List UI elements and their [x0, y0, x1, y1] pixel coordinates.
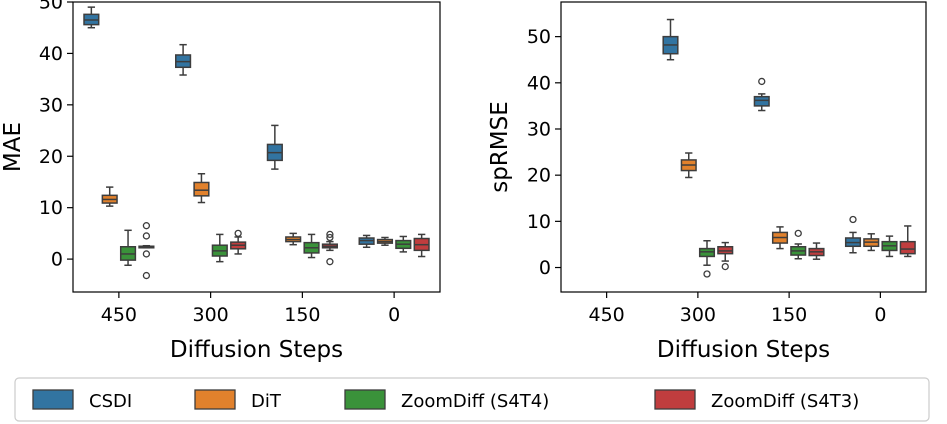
y-tick-label: 20: [39, 146, 63, 168]
box-body: [193, 181, 210, 197]
outlier-point: [142, 222, 151, 230]
mae-chart: 0 10 20 30 40 50 450 300 150 0 Diffusion Steps MAE: [0, 0, 441, 363]
outlier-point: [703, 270, 711, 278]
outlier-point: [326, 233, 334, 242]
legend-label-zoomdiff-s4t3: ZoomDiff (S4T3): [711, 391, 859, 412]
box-csdi-450: [83, 6, 100, 29]
x-tick-label: 300: [680, 304, 716, 326]
x-tick-label: 450: [101, 304, 137, 326]
outlier-point: [142, 250, 151, 258]
box-zoomdiff-s4t4-300: [698, 239, 716, 278]
legend-label-dit: DiT: [251, 391, 282, 412]
box-dit-0: [376, 236, 394, 246]
box-csdi-0: [844, 215, 862, 254]
y-tick-label: 20: [527, 165, 551, 187]
x-axis-label: Diffusion Steps: [170, 337, 343, 363]
y-tick-label: 50: [39, 0, 63, 14]
box-csdi-300: [662, 18, 679, 61]
x-tick-label: 150: [771, 304, 807, 326]
y-tick-label: 40: [39, 43, 63, 65]
legend-swatch-zoomdiff-s4t4: [344, 389, 386, 410]
box-zoomdiff-s4t4-150: [790, 229, 807, 260]
box-csdi-150: [753, 77, 770, 112]
x-tick-label: 0: [874, 304, 886, 326]
box-dit-150: [771, 226, 789, 250]
legend-label-zoomdiff-s4t4: ZoomDiff (S4T4): [401, 391, 549, 412]
y-tick-label: 10: [39, 197, 63, 219]
box-zoomdiff-s4t4-300: [211, 233, 228, 263]
y-tick-label: 0: [539, 257, 551, 279]
box-zoomdiff-s4t3-300: [230, 229, 247, 255]
box-zoomdiff-s4t3-300: [717, 241, 734, 271]
box-csdi-300: [175, 43, 192, 76]
legend-frame: [14, 377, 930, 422]
outlier-point: [326, 230, 334, 239]
box-body: [753, 95, 770, 107]
box-dit-300: [193, 172, 210, 204]
outlier-point: [794, 229, 802, 238]
y-tick-label: 0: [51, 249, 63, 271]
x-axis-label: Diffusion Steps: [657, 337, 830, 363]
plot-frame: [560, 1, 927, 293]
box-dit-450: [101, 186, 118, 207]
outlier-point: [721, 262, 729, 271]
y-tick-label: 30: [527, 118, 551, 140]
box-zoomdiff-s4t4-0: [395, 235, 412, 253]
box-dit-300: [680, 152, 697, 179]
y-tick-label: 10: [527, 211, 551, 233]
y-axis-label: spRMSE: [487, 101, 513, 193]
x-tick-label: 450: [588, 304, 624, 326]
box-dit-0: [863, 233, 880, 252]
x-tick-label: 0: [388, 304, 400, 326]
x-tick-label: 300: [192, 304, 228, 326]
outlier-point: [142, 271, 151, 280]
legend-label-csdi: CSDI: [89, 391, 132, 412]
box-zoomdiff-s4t3-150: [321, 230, 338, 266]
y-axis-label: MAE: [0, 122, 26, 172]
box-zoomdiff-s4t3-150: [808, 242, 825, 260]
box-zoomdiff-s4t4-0: [881, 235, 898, 258]
outlier-point: [758, 77, 766, 86]
box-csdi-0: [358, 234, 375, 249]
y-tick-label: 40: [527, 72, 551, 94]
outlier-point: [326, 258, 334, 266]
legend-swatch-zoomdiff-s4t3: [654, 389, 696, 410]
box-zoomdiff-s4t4-150: [303, 233, 320, 259]
plot-frame: [72, 1, 441, 293]
legend-swatch-csdi: [32, 389, 74, 410]
y-tick-label: 30: [39, 94, 63, 116]
legend: CSDI DiT ZoomDiff (S4T4) ZoomDiff (S4T3): [14, 377, 930, 422]
outlier-point: [234, 229, 242, 238]
legend-swatch-dit: [194, 389, 236, 410]
box-zoomdiff-s4t3-450: [138, 222, 155, 280]
y-tick-label: 50: [527, 26, 551, 48]
sprmse-chart: 0 10 20 30 40 50 450 300 150 0 Diffusion Steps spRM…: [487, 1, 927, 363]
box-zoomdiff-s4t4-450: [119, 229, 137, 267]
box-csdi-150: [266, 124, 283, 170]
box-body: [899, 240, 916, 255]
x-tick-label: 150: [284, 304, 320, 326]
outlier-point: [142, 232, 151, 240]
box-dit-150: [285, 232, 302, 246]
box-zoomdiff-s4t3-0: [413, 233, 430, 258]
outlier-point: [849, 215, 857, 224]
box-zoomdiff-s4t3-0: [899, 225, 916, 258]
